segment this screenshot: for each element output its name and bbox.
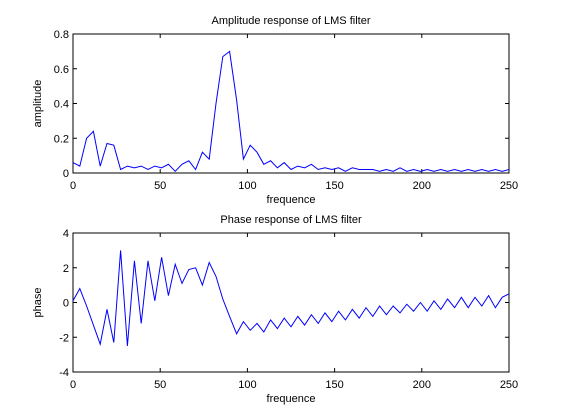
amplitude-series-line [72,50,510,173]
phase-ytick-label-4: 4 [63,228,69,240]
phase-xtick-label-3: 150 [325,379,343,391]
amplitude-xtick-label-4: 200 [413,180,431,192]
phase-series-line [72,250,510,347]
amplitude-xtick-label-3: 150 [325,180,343,192]
amplitude-ytick-label-0: 0 [63,168,69,180]
phase-ytick-label-2: 0 [63,298,69,310]
phase-xtick-label-5: 250 [500,379,518,391]
amplitude-ytick-label-3: 0.6 [54,64,69,76]
amplitude-ytick-label-2: 0.4 [54,99,69,111]
amplitude-xtick-label-2: 100 [238,180,256,192]
phase-xtick-label-4: 200 [413,379,431,391]
phase-ytick-label-0: -4 [59,367,69,379]
amplitude-axes-box [72,33,510,174]
amplitude-xtick-label-5: 250 [500,180,518,192]
phase-xtick-label-1: 50 [154,379,166,391]
amplitude-xtick-label-0: 0 [70,180,76,192]
amplitude-x-axis-label: frequence [267,194,316,206]
amplitude-chart-title: Amplitude response of LMS filter [212,15,371,27]
phase-chart-title: Phase response of LMS filter [220,214,362,226]
amplitude-ytick-label-4: 0.8 [54,29,69,41]
phase-y-axis-label: phase [32,288,44,318]
amplitude-xtick-label-1: 50 [154,180,166,192]
phase-x-axis-label: frequence [267,393,316,405]
amplitude-y-axis-label: amplitude [32,80,44,128]
phase-ytick-label-3: 2 [63,263,69,275]
phase-xtick-label-0: 0 [70,379,76,391]
phase-axes-box [72,232,510,373]
amplitude-ytick-label-1: 0.2 [54,133,69,145]
phase-ytick-label-1: -2 [59,332,69,344]
amplitude-chart: 0 50 100 150 200 250 0 0.2 0.4 0.6 0.8 Amplitude re… [32,15,518,206]
phase-xtick-label-2: 100 [238,379,256,391]
phase-chart: 0 50 100 150 200 250 -4 -2 0 2 4 Phase response of … [32,214,518,405]
